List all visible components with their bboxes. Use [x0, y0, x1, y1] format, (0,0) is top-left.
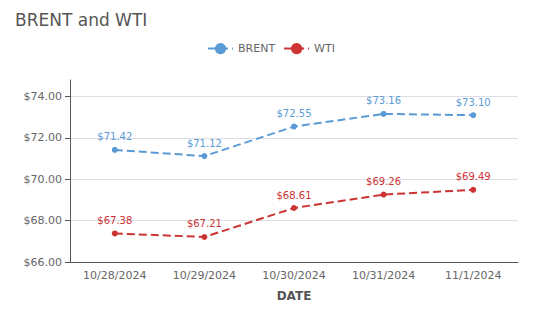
svg-text:$66.00: $66.00	[24, 256, 63, 269]
svg-text:$72.00: $72.00	[24, 131, 63, 144]
svg-text:$73.16: $73.16	[366, 95, 401, 106]
svg-text:10/31/2024: 10/31/2024	[352, 269, 415, 282]
svg-text:$69.26: $69.26	[366, 176, 401, 187]
svg-text:DATE: DATE	[277, 289, 312, 303]
svg-text:10/30/2024: 10/30/2024	[262, 269, 325, 282]
svg-text:BRENT and WTI: BRENT and WTI	[15, 10, 147, 30]
svg-text:$71.12: $71.12	[187, 138, 222, 149]
svg-text:$74.00: $74.00	[24, 90, 63, 103]
svg-text:10/29/2024: 10/29/2024	[173, 269, 236, 282]
svg-text:$68.61: $68.61	[277, 190, 312, 201]
svg-text:10/28/2024: 10/28/2024	[83, 269, 146, 282]
svg-text:WTI: WTI	[314, 42, 335, 55]
svg-text:11/1/2024: 11/1/2024	[445, 269, 501, 282]
svg-text:$71.42: $71.42	[97, 131, 132, 142]
svg-text:$72.55: $72.55	[277, 108, 312, 119]
svg-text:$73.10: $73.10	[456, 97, 491, 108]
svg-text:$69.49: $69.49	[456, 171, 491, 182]
svg-text:$67.21: $67.21	[187, 218, 222, 229]
svg-text:$70.00: $70.00	[24, 173, 63, 186]
svg-text:$68.00: $68.00	[24, 214, 63, 227]
svg-text:BRENT: BRENT	[238, 42, 275, 55]
svg-text:$67.38: $67.38	[97, 215, 132, 226]
